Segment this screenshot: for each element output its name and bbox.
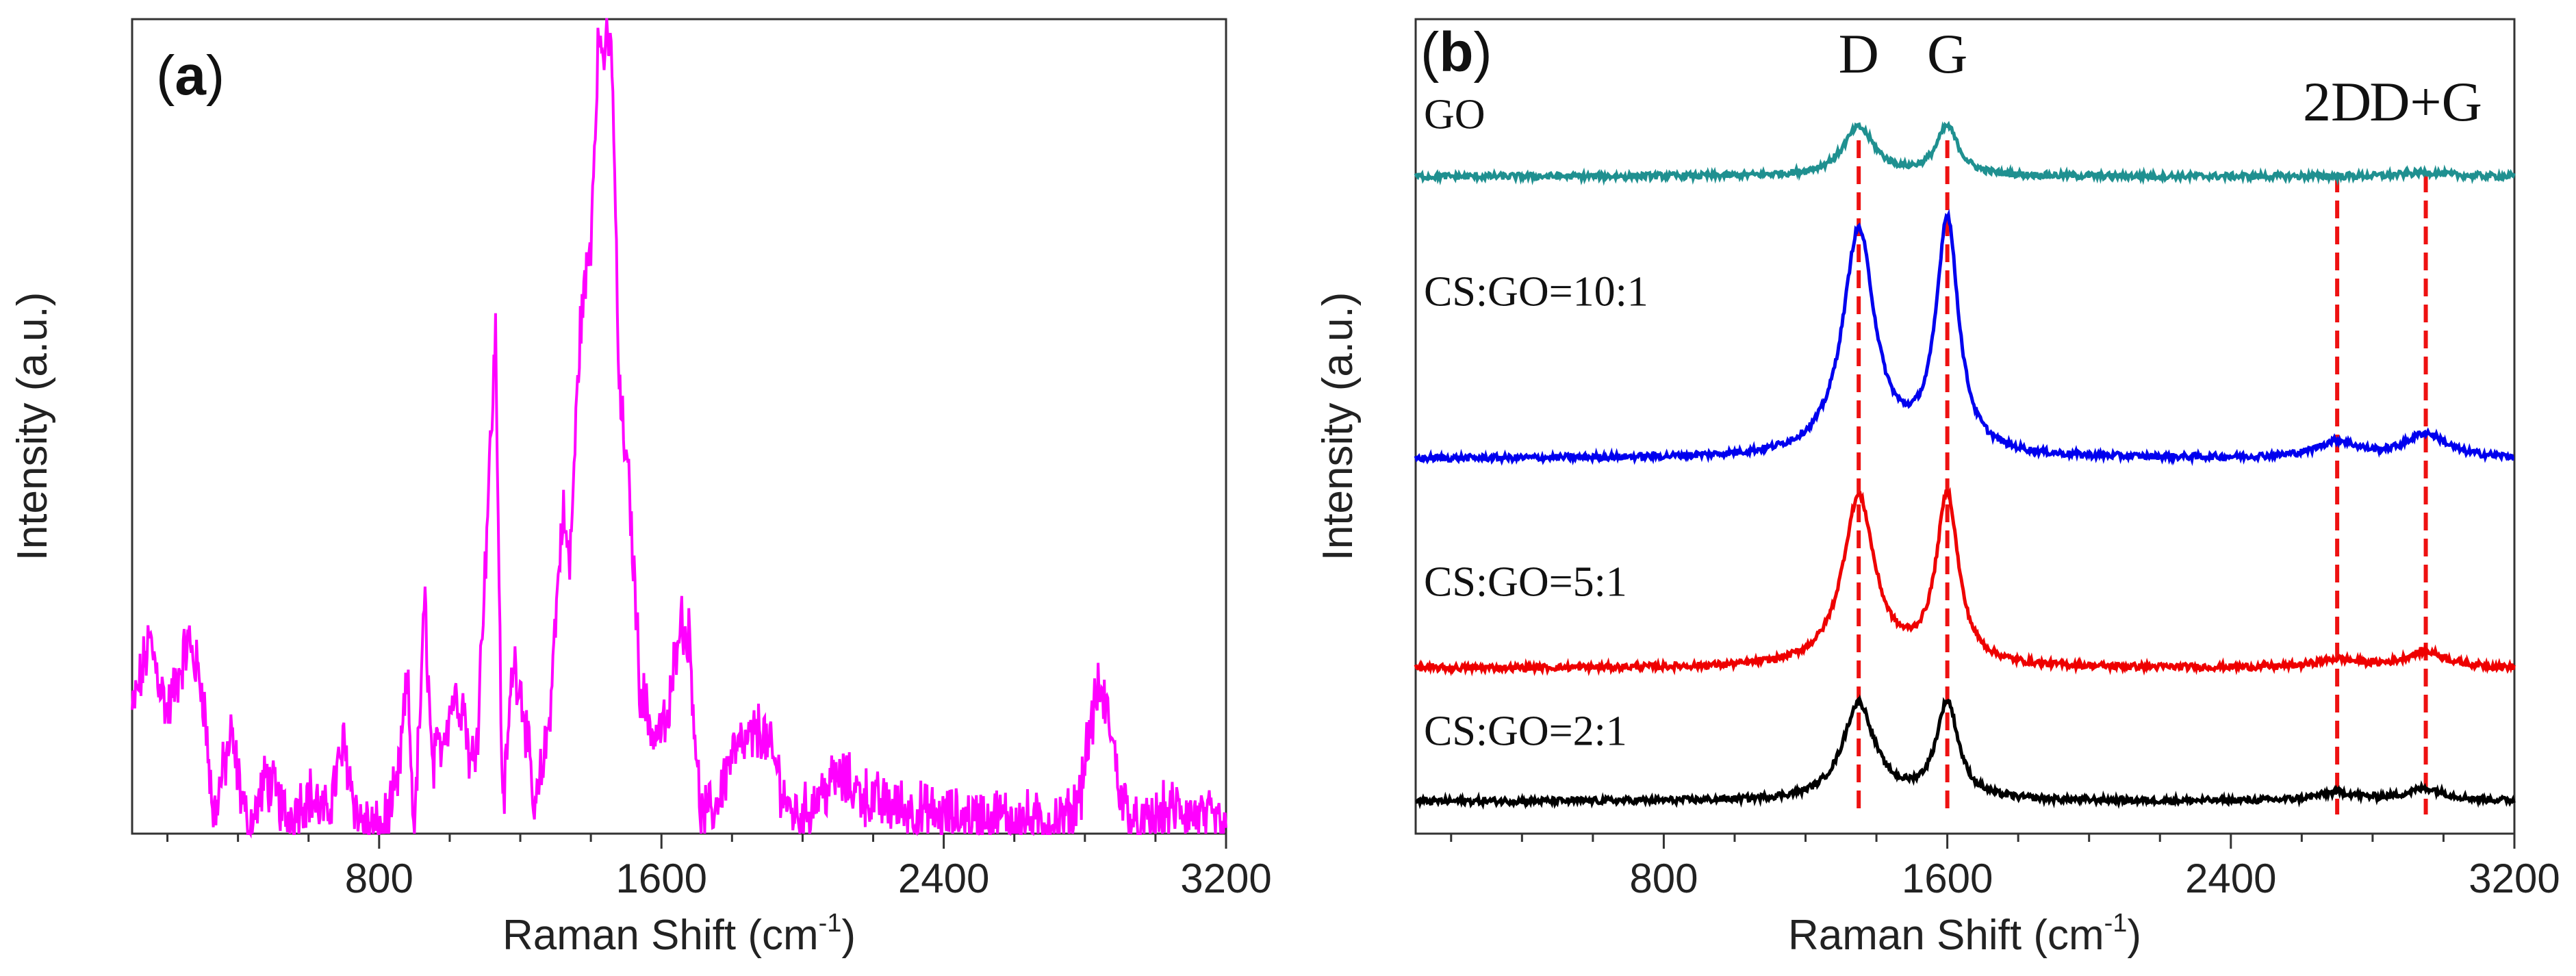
series-label: CS:GO=10:1 xyxy=(1424,268,1648,315)
peak-label-d: D xyxy=(1839,23,1879,85)
spectrum-line-cs-go-2-1 xyxy=(1415,694,2516,810)
panel-a-x-axis-title: Raman Shift (cm-1) xyxy=(502,909,856,959)
panel-b-x-tick-label: 2400 xyxy=(2185,856,2276,901)
panel-b-label: (b) xyxy=(1420,21,1492,84)
panel-a-frame xyxy=(131,18,1227,835)
peak-label-2d: 2D xyxy=(2303,70,2371,133)
panel-a-spectrum-line xyxy=(131,18,1227,839)
spectrum-line-cs-go-5-1 xyxy=(1414,487,2516,677)
panel-a-x-tick-label: 2400 xyxy=(898,856,989,901)
peak-label-dplusg: D+G xyxy=(2369,70,2482,133)
panel-a-y-axis-title: Intensity (a.u.) xyxy=(9,292,56,561)
spectrum-line-cs-go-10-1 xyxy=(1414,208,2515,467)
panel-a-x-ticks: 800 1600 2400 3200 xyxy=(166,834,1272,901)
panel-b: (b) 800 1600 2400 3200 Intensity (a.u.) Ram… xyxy=(1314,18,2560,959)
panel-b-series-labels: GO CS:GO=10:1 CS:GO=5:1 CS:GO=2:1 xyxy=(1424,91,1648,754)
panel-a-x-tick-label: 3200 xyxy=(1180,856,1271,901)
panel-b-x-tick-label: 800 xyxy=(1629,856,1698,901)
panel-a-x-tick-label: 800 xyxy=(345,856,413,901)
peak-label-g: G xyxy=(1927,23,1967,85)
panel-a-x-tick-label: 1600 xyxy=(615,856,706,901)
panel-b-x-axis-title: Raman Shift (cm-1) xyxy=(1788,909,2141,959)
panel-b-x-ticks: 800 1600 2400 3200 xyxy=(1450,834,2560,901)
series-label: CS:GO=5:1 xyxy=(1424,558,1627,605)
panel-b-x-tick-label: 1600 xyxy=(1902,856,1993,901)
panel-b-frame xyxy=(1414,18,2516,835)
series-label: GO xyxy=(1424,91,1485,138)
panel-a: (a) 800 1600 2400 3200 Intensity (a.u.) Ram… xyxy=(9,18,1272,959)
series-label: CS:GO=2:1 xyxy=(1424,708,1627,754)
spectrum-line-go xyxy=(1414,120,2516,186)
panel-a-label: (a) xyxy=(156,44,225,107)
panel-b-x-tick-label: 3200 xyxy=(2469,856,2560,901)
panel-b-y-axis-title: Intensity (a.u.) xyxy=(1314,292,1362,561)
panel-b-series xyxy=(1414,120,2516,810)
panel-b-peak-markers: D G 2DD+G xyxy=(1839,23,2482,814)
